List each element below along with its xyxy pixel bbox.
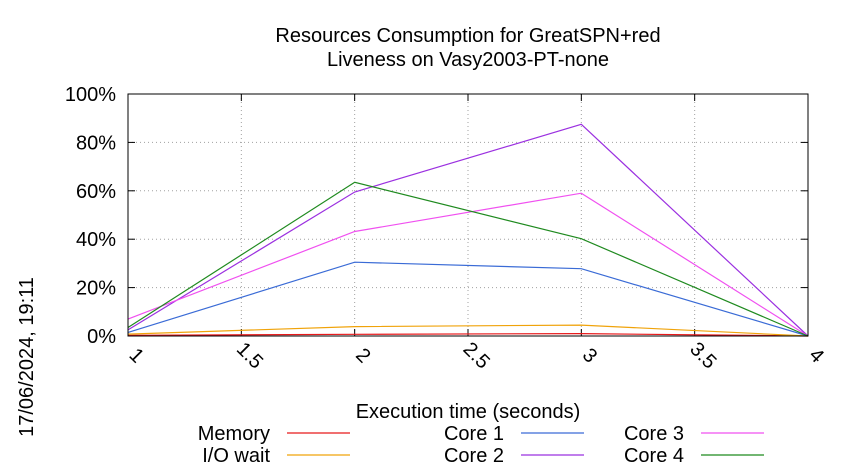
chart-title-line2: Liveness on Vasy2003-PT-none [327, 49, 609, 71]
legend-label: Core 2 [444, 445, 504, 467]
series-line-core-3 [127, 192, 809, 337]
legend-label: Core 1 [444, 423, 504, 445]
series-line-memory [127, 332, 809, 337]
timestamp: 17/06/2024, 19:11 [16, 277, 38, 437]
legend-label: I/O wait [202, 445, 270, 467]
x-tick-label: 3 [578, 344, 601, 367]
y-tick-label: 100% [65, 84, 116, 106]
legend-label: Core 4 [624, 445, 684, 467]
series-line-core-4 [127, 181, 809, 337]
x-axis-label: Execution time (seconds) [356, 401, 581, 423]
grid [128, 94, 808, 336]
x-tick-label: 2 [351, 344, 374, 367]
plot-frame [127, 93, 809, 337]
y-axis: 0% 20% 40% 60% 80% 100% [65, 84, 808, 348]
y-tick-label: 60% [76, 181, 116, 203]
x-tick-label: 2.5 [459, 338, 494, 373]
x-tick-label: 1.5 [232, 338, 267, 373]
y-tick-label: 80% [76, 132, 116, 154]
y-tick-label: 20% [76, 278, 116, 300]
series-line-core-2 [127, 123, 809, 337]
series-group [127, 123, 809, 337]
series-line-core-1 [127, 261, 809, 337]
y-tick-label: 40% [76, 229, 116, 251]
x-tick-label: 1 [125, 344, 148, 367]
legend-label: Core 3 [624, 423, 684, 445]
x-tick-label: 3.5 [685, 338, 720, 373]
y-tick-label: 0% [87, 326, 116, 348]
legend-label: Memory [198, 423, 270, 445]
x-tick-label: 4 [805, 344, 828, 367]
series-line-i-o-wait [127, 324, 809, 337]
chart-title-line1: Resources Consumption for GreatSPN+red [275, 25, 660, 47]
